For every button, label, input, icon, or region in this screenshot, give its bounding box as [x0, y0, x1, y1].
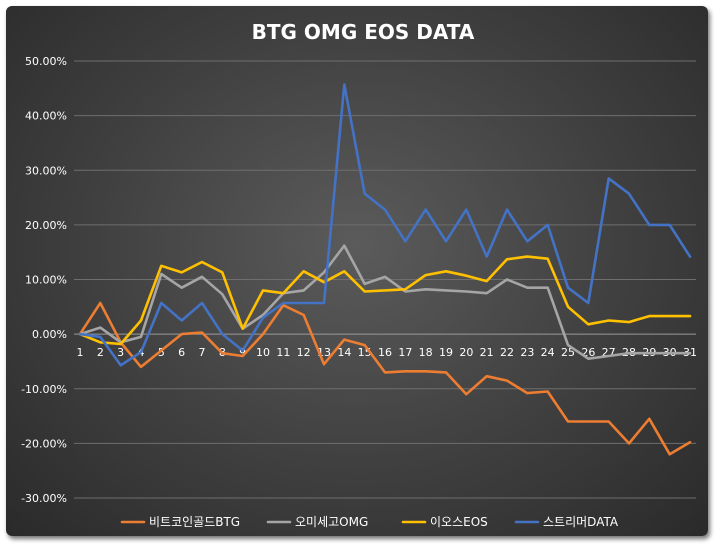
y-tick-label: -30.00%	[21, 492, 67, 505]
y-tick-label: 50.00%	[25, 55, 67, 68]
series-line-4	[78, 83, 692, 367]
x-tick-label: 6	[178, 346, 185, 359]
legend-label: 스트리머DATA	[543, 515, 619, 529]
legend-label: 비트코인골드BTG	[149, 515, 240, 529]
y-tick-label: 0.00%	[32, 328, 67, 341]
x-tick-label: 10	[256, 346, 270, 359]
x-tick-label: 16	[378, 346, 392, 359]
series-line-1	[78, 301, 692, 456]
y-tick-label: -20.00%	[21, 437, 67, 450]
x-tick-label: 17	[398, 346, 412, 359]
x-tick-label: 14	[337, 346, 351, 359]
x-tick-label: 7	[199, 346, 206, 359]
x-tick-label: 22	[500, 346, 514, 359]
legend-label: 이오스EOS	[430, 515, 488, 529]
legend-label: 오미세고OMG	[295, 515, 368, 529]
y-tick-label: 40.00%	[25, 110, 67, 123]
series-line-3	[78, 255, 692, 346]
x-tick-label: 19	[439, 346, 453, 359]
chart-frame: BTG OMG EOS DATA 50.00% 40.00% 30.00% 20.00…	[6, 6, 708, 536]
legend: 비트코인골드BTG 오미세고OMG 이오스EOS 스트리머DATA	[120, 515, 619, 529]
x-tick-label: 21	[480, 346, 494, 359]
x-tick-label: 12	[297, 346, 311, 359]
x-tick-label: 23	[520, 346, 534, 359]
y-tick-label: 20.00%	[25, 219, 67, 232]
y-tick-label: -10.00%	[21, 383, 67, 396]
y-tick-label: 30.00%	[25, 164, 67, 177]
chart-title: BTG OMG EOS DATA	[252, 20, 475, 44]
gridlines	[74, 60, 696, 499]
line-chart: BTG OMG EOS DATA 50.00%40.00%30.00%20.00…	[21, 20, 697, 529]
x-tick-label: 5	[158, 346, 165, 359]
series-line-2	[78, 244, 692, 361]
x-tick-label: 3	[117, 346, 124, 359]
y-tick-label: 10.00%	[25, 274, 67, 287]
x-tick-label: 9	[239, 346, 246, 359]
x-tick-label: 11	[276, 346, 290, 359]
x-tick-label: 2	[97, 346, 104, 359]
x-tick-label: 24	[541, 346, 555, 359]
x-tick-label: 18	[419, 346, 433, 359]
x-tick-label: 1	[77, 346, 84, 359]
y-axis-tick-labels: 50.00% 40.00% 30.00% 20.00% 10.00% 0.00% -10.0…	[21, 55, 67, 505]
x-tick-label: 25	[561, 346, 575, 359]
series-lines	[78, 83, 692, 456]
x-tick-label: 20	[459, 346, 473, 359]
